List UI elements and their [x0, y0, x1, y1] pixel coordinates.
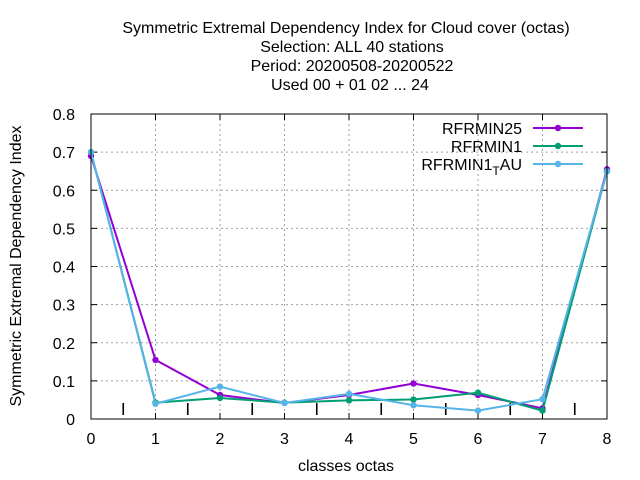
x-tick-label: 7: [538, 431, 547, 448]
plot-frame: [90, 113, 608, 420]
data-point: [539, 407, 546, 414]
x-tick-label: 4: [345, 431, 354, 448]
y-tick-label: 0.4: [53, 260, 75, 277]
x-tick-label: 3: [280, 431, 289, 448]
legend-label-rfrmin25: RFRMIN25: [442, 121, 522, 138]
y-tick-label: 0.1: [53, 374, 75, 391]
legend-label-rfrmin1-tau: RFRMIN1TAU: [421, 157, 522, 178]
data-point: [345, 390, 353, 398]
data-point: [539, 395, 546, 403]
chart-title: Symmetric Extremal Dependency Index for …: [122, 20, 569, 94]
data-point: [216, 383, 224, 390]
data-point: [410, 380, 417, 387]
x-tick-label: 2: [216, 431, 225, 448]
data-point: [152, 400, 159, 407]
x-tick-labels: 0 1 2 3 4 5 6 7 8: [87, 431, 612, 448]
data-point: [474, 389, 482, 396]
series-0: [87, 152, 611, 412]
legend-marker-rfrmin25: [554, 124, 562, 132]
data-point: [410, 396, 417, 403]
data-point: [281, 399, 288, 407]
x-tick-label: 6: [474, 431, 483, 448]
legend-label-rfrmin1-tau-rest: AU: [500, 157, 522, 174]
x-tick-label: 8: [603, 431, 612, 448]
x-tick-label: 5: [409, 431, 418, 448]
y-tick-labels: 0 0.1 0.2 0.3 0.4 0.5 0.6 0.7 0.8: [53, 107, 75, 429]
data-point: [216, 394, 224, 402]
y-tick-label: 0.6: [53, 183, 75, 200]
title-line-2: Selection: ALL 40 stations: [260, 39, 444, 56]
title-line-1: Symmetric Extremal Dependency Index for …: [122, 20, 569, 37]
grid: [90, 113, 608, 420]
data-point: [410, 402, 417, 409]
legend: RFRMIN25 RFRMIN1 RFRMIN1TAU: [421, 121, 583, 178]
y-tick-label: 0.7: [53, 145, 75, 162]
legend-label-rfrmin1: RFRMIN1: [451, 139, 522, 156]
y-tick-label: 0.8: [53, 107, 75, 124]
x-tick-label: 1: [151, 431, 160, 448]
y-tick-label: 0.3: [53, 298, 75, 315]
series-layer: [87, 148, 611, 414]
legend-label-rfrmin1-tau-main: RFRMIN1: [421, 157, 492, 174]
y-tick-label: 0.2: [53, 336, 75, 353]
legend-marker-rfrmin1-tau: [554, 160, 562, 168]
y-tick-label: 0.5: [53, 221, 75, 238]
title-line-4: Used 00 + 01 02 ... 24: [271, 77, 429, 94]
data-point: [152, 356, 159, 364]
title-line-3: Period: 20200508-20200522: [251, 58, 454, 75]
legend-marker-rfrmin1: [554, 142, 562, 150]
legend-label-rfrmin1-tau-sub: T: [492, 164, 500, 178]
class-boundary-ticks: [122, 403, 576, 415]
x-tick-label: 0: [87, 431, 96, 448]
y-axis-label: Symmetric Extremal Dependency Index: [8, 126, 25, 407]
data-point: [474, 407, 482, 414]
x-axis-label: classes octas: [298, 458, 394, 475]
y-tick-label: 0: [66, 412, 75, 429]
data-point: [345, 397, 353, 404]
